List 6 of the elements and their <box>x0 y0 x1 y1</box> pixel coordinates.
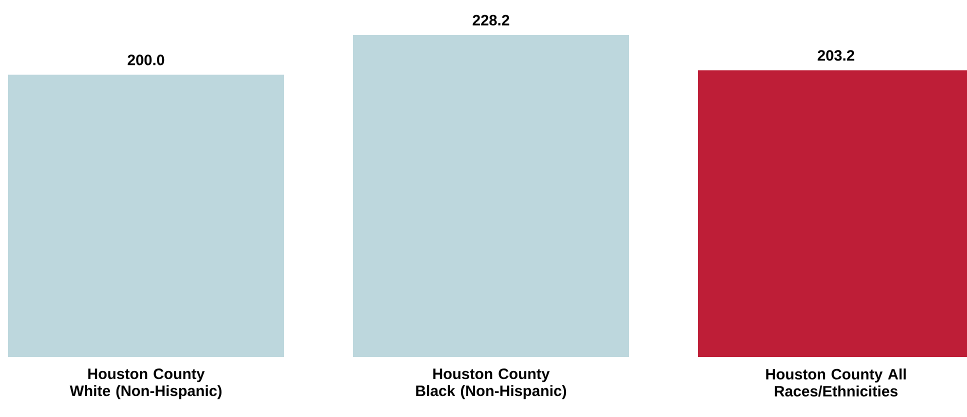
data-label: 228.2 <box>472 14 510 26</box>
x-tick-label: Houston County White (Non-Hispanic) <box>70 368 222 400</box>
data-label: 203.2 <box>818 50 854 61</box>
x-tick-label: Houston County Black (Non-Hispanic) <box>416 368 566 400</box>
data-label: 200.0 <box>128 54 164 66</box>
x-tick-label: Houston County All Races/Ethnicities <box>766 368 906 397</box>
